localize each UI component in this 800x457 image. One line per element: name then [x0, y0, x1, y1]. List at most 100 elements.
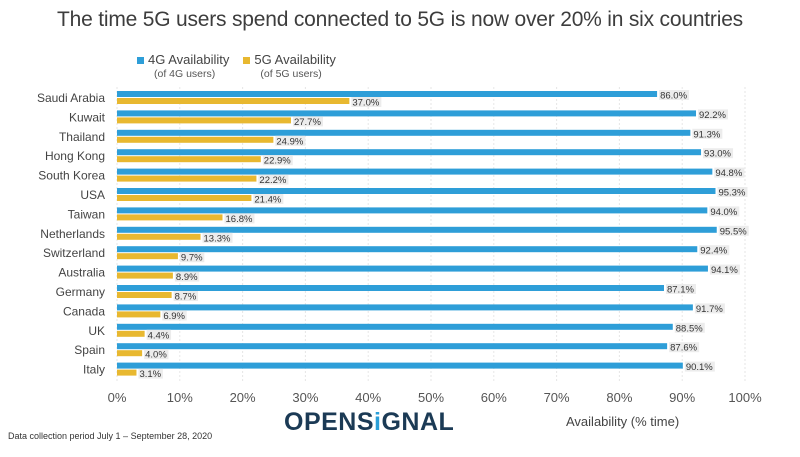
bar-4g [117, 188, 716, 194]
logo-text-post: GNAL [381, 408, 455, 436]
legend-swatch-4g [137, 57, 144, 64]
legend-label-5g: 5G Availability [254, 52, 336, 67]
bar-4g [117, 110, 697, 117]
x-tick-label: 70% [544, 390, 570, 405]
logo-text-pre: OPENS [284, 408, 375, 436]
category-label: Saudi Arabia [37, 91, 105, 105]
data-label-bg [138, 368, 163, 379]
category-label: Netherlands [40, 227, 105, 241]
x-tick-label: 60% [481, 390, 507, 405]
bar-4g [117, 265, 708, 272]
bar-4g [117, 323, 673, 330]
category-label: Taiwan [68, 207, 105, 221]
data-label-bg [202, 232, 233, 243]
bar-5g [117, 330, 145, 337]
chart-title: The time 5G users spend connected to 5G … [57, 8, 743, 31]
bar-5g [117, 117, 291, 124]
data-label-bg [292, 116, 323, 127]
x-tick-label: 10% [167, 390, 193, 405]
bar-5g [117, 253, 178, 260]
data-label-bg [665, 284, 696, 294]
bar-4g [117, 149, 702, 156]
data-label-4g: 91.7% [696, 304, 723, 315]
data-label-5g: 4.4% [148, 330, 170, 341]
bar-4g [117, 246, 698, 253]
category-label: USA [80, 188, 105, 202]
bar-5g [117, 214, 223, 221]
bar-4g [117, 362, 683, 369]
data-label-bg [692, 128, 723, 139]
legend-swatch-5g [243, 57, 251, 64]
data-label-5g: 27.7% [294, 117, 321, 128]
category-label: Italy [83, 363, 105, 377]
data-label-bg [669, 342, 700, 353]
category-label: Canada [63, 304, 105, 318]
bar-4g [117, 285, 664, 291]
legend-item-5g: 5G Availability (of 5G users) [243, 52, 336, 81]
data-label-4g: 92.4% [700, 246, 727, 257]
bar-4g [117, 168, 713, 175]
data-label-bg [714, 167, 745, 178]
data-label-4g: 93.0% [704, 149, 731, 160]
data-label-5g: 8.9% [176, 272, 198, 283]
bar-5g [117, 311, 161, 318]
bar-5g [117, 369, 137, 376]
data-label-5g: 9.7% [181, 253, 203, 264]
data-label-4g: 94.8% [715, 168, 742, 179]
x-tick-label: 40% [355, 390, 381, 405]
bar-5g [117, 350, 143, 357]
x-tick-label: 30% [292, 390, 318, 405]
bar-5g [117, 272, 173, 279]
bar-4g [117, 207, 708, 214]
bar-4g [117, 91, 658, 97]
data-label-bg [173, 291, 199, 301]
category-label: Kuwait [69, 110, 106, 124]
bar-5g [117, 156, 261, 163]
data-label-5g: 8.7% [175, 292, 197, 303]
data-label-bg [174, 271, 200, 282]
data-label-bg [258, 174, 289, 185]
x-tick-label: 100% [728, 390, 762, 405]
data-label-5g: 6.9% [163, 311, 185, 322]
x-axis-title: Availability (% time) [566, 414, 680, 429]
bar-5g [117, 195, 252, 201]
data-label-4g: 94.0% [710, 207, 737, 218]
x-tick-label: 20% [230, 390, 256, 405]
x-tick-label: 80% [606, 390, 632, 405]
data-label-5g: 16.8% [226, 214, 253, 225]
data-label-4g: 91.3% [693, 129, 720, 140]
data-label-bg [674, 322, 705, 333]
data-label-4g: 87.1% [667, 285, 694, 296]
data-label-4g: 87.6% [670, 343, 697, 354]
legend-label-4g: 4G Availability [148, 52, 230, 67]
data-label-bg [703, 148, 734, 159]
category-label: Australia [58, 266, 105, 280]
category-label: South Korea [38, 169, 105, 183]
data-label-5g: 37.0% [352, 98, 379, 109]
x-tick-label: 0% [108, 390, 127, 405]
data-label-4g: 95.3% [718, 188, 745, 199]
data-label-bg [659, 90, 690, 100]
data-label-bg [351, 97, 382, 107]
legend: 4G Availability (of 4G users) 5G Availab… [137, 52, 336, 81]
legend-sub-4g: (of 4G users) [154, 68, 216, 80]
data-label-4g: 94.1% [711, 265, 738, 276]
data-label-bg [717, 187, 748, 197]
category-label: Germany [56, 285, 105, 299]
category-label: Switzerland [43, 246, 105, 260]
bar-5g [117, 136, 274, 143]
bar-5g [117, 98, 350, 104]
data-label-bg [144, 349, 169, 360]
bar-4g [117, 304, 693, 311]
data-label-bg [709, 206, 740, 217]
data-label-bg [718, 225, 749, 236]
data-label-4g: 90.1% [686, 362, 713, 373]
data-label-4g: 88.5% [676, 323, 703, 334]
data-label-bg [709, 264, 740, 275]
data-label-bg [698, 109, 729, 120]
data-label-bg [684, 361, 715, 372]
data-label-bg [162, 310, 187, 321]
data-label-bg [262, 155, 293, 166]
data-label-bg [146, 329, 172, 340]
bar-4g [117, 226, 717, 233]
